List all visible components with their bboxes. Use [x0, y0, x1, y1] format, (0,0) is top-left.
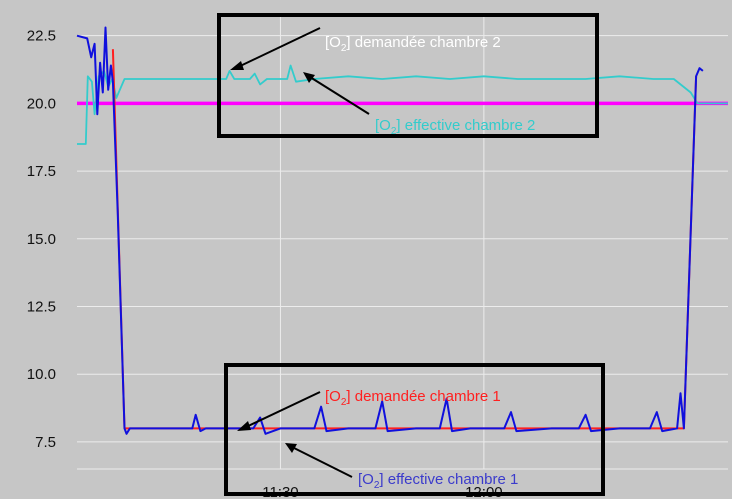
y-axis-ticks: 7.5 10.0 12.5 15.0 17.5 20.0 22.5 [27, 28, 56, 451]
annotation-box-chambre-1 [224, 363, 605, 496]
y-tick-label: 17.5 [27, 163, 56, 180]
y-tick-label: 12.5 [27, 299, 56, 316]
x-tick-label: 11:30 [262, 484, 298, 499]
series-lines [76, 26, 728, 435]
arrow-head-demandee-chambre-1 [237, 421, 251, 431]
arrow-effective-chambre-1 [291, 446, 353, 478]
y-tick-label: 7.5 [35, 434, 56, 451]
series-effective-chambre-1 [76, 26, 704, 435]
y-tick-label: 15.0 [27, 231, 56, 248]
annotation-box-chambre-2 [217, 13, 599, 138]
y-tick-label: 10.0 [27, 366, 56, 383]
y-tick-label: 20.0 [27, 95, 56, 112]
arrow-head-effective-chambre-2 [303, 72, 315, 83]
annotation-demandee-chambre-2: [O2] demandée chambre 2 [325, 34, 501, 54]
arrow-effective-chambre-2 [309, 76, 370, 115]
series-effective-chambre-2 [77, 64, 728, 145]
arrow-demandee-chambre-2 [235, 27, 321, 69]
annotation-effective-chambre-2: [O2] effective chambre 2 [375, 117, 535, 137]
y-tick-label: 22.5 [27, 28, 56, 45]
arrow-head-effective-chambre-1 [285, 443, 297, 453]
annotation-demandee-chambre-1: [O2] demandée chambre 1 [325, 388, 501, 408]
arrow-demandee-chambre-1 [243, 391, 321, 429]
annotation-arrows [230, 27, 370, 478]
annotation-effective-chambre-1: [O2] effective chambre 1 [358, 471, 518, 491]
arrow-head-demandee-chambre-2 [230, 61, 244, 70]
